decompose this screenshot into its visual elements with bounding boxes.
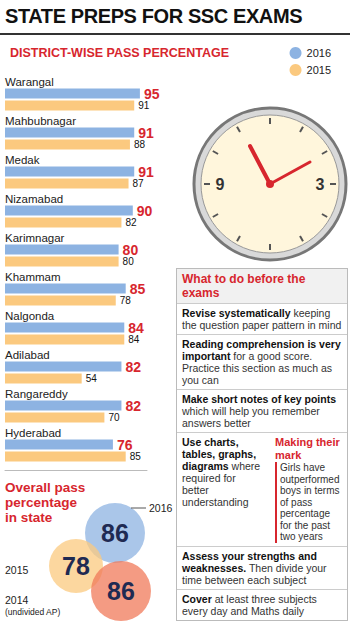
html-text:Revise systematically keeping: Revise systematically keeping the questi… xyxy=(182,307,342,331)
svg-text:88: 88 xyxy=(134,139,146,150)
svg-text:54: 54 xyxy=(86,373,98,384)
svg-text:85: 85 xyxy=(130,451,142,462)
svg-text:82: 82 xyxy=(125,359,141,375)
html-text:Make short notes of key points: Make short notes of key points xyxy=(182,393,336,405)
html-text:Reading comprehension is very: Reading comprehension is very important … xyxy=(182,338,341,386)
html-text:Cover at least three subjects: Cover at least three subjects every day … xyxy=(182,592,317,617)
svg-text:2015: 2015 xyxy=(307,64,331,76)
svg-text:Warangal: Warangal xyxy=(5,76,54,88)
svg-text:78: 78 xyxy=(62,552,90,580)
svg-text:Rangareddy: Rangareddy xyxy=(5,388,68,400)
svg-text:78: 78 xyxy=(120,295,132,306)
svg-text:80: 80 xyxy=(122,241,139,258)
svg-text:(undivided AP): (undivided AP) xyxy=(5,607,60,617)
svg-text:76: 76 xyxy=(116,436,133,453)
svg-text:Hyderabad: Hyderabad xyxy=(5,427,61,439)
html-text:Overall pass percentage in sta: Overall pass percentage in state xyxy=(5,480,86,525)
svg-text:2014: 2014 xyxy=(5,594,29,606)
svg-text:87: 87 xyxy=(133,178,145,189)
svg-text:Khammam: Khammam xyxy=(5,271,61,283)
svg-text:84: 84 xyxy=(128,319,144,336)
html-text:STATE PREPS FOR SSC EXAMS: STATE PREPS FOR SSC EXAMS xyxy=(5,5,303,27)
svg-text:80: 80 xyxy=(123,256,135,267)
svg-text:91: 91 xyxy=(138,100,150,111)
svg-text:86: 86 xyxy=(107,577,135,605)
svg-text:82: 82 xyxy=(125,398,141,414)
svg-text:90: 90 xyxy=(137,203,153,219)
svg-text:2016: 2016 xyxy=(307,47,331,59)
svg-text:3: 3 xyxy=(316,176,325,193)
html-text:which will help you remember a: which will help you remember answers bet… xyxy=(182,405,320,429)
svg-text:91: 91 xyxy=(138,163,154,180)
html-text:What to do before the exams: What to do before the exams xyxy=(182,272,306,300)
svg-text:Karimnagar: Karimnagar xyxy=(5,232,65,244)
html-text:Use charts, tables, graphs, di: Use charts, tables, graphs, diagrams whe… xyxy=(182,436,261,508)
svg-text:82: 82 xyxy=(125,217,137,228)
svg-text:Nalgonda: Nalgonda xyxy=(5,310,55,322)
svg-text:85: 85 xyxy=(130,281,146,297)
svg-text:84: 84 xyxy=(128,334,140,345)
html-text:Girls have outperformed boys i: Girls have outperformed boys in terms of… xyxy=(280,462,340,542)
html-text:Assess your strengths and weak: Assess your strengths and weaknesses. Th… xyxy=(182,549,327,586)
svg-text:DISTRICT-WISE PASS PERCENTAGE: DISTRICT-WISE PASS PERCENTAGE xyxy=(10,46,229,60)
svg-text:Medak: Medak xyxy=(5,154,40,166)
svg-text:91: 91 xyxy=(138,124,154,141)
svg-text:86: 86 xyxy=(101,519,129,547)
svg-text:70: 70 xyxy=(108,412,120,423)
html-text:Making their mark: Making their mark xyxy=(275,436,340,461)
svg-text:Nizamabad: Nizamabad xyxy=(5,193,63,205)
svg-text:Adilabad: Adilabad xyxy=(5,349,50,361)
svg-text:9: 9 xyxy=(216,176,225,193)
svg-text:95: 95 xyxy=(143,85,160,102)
svg-text:2016: 2016 xyxy=(149,502,173,514)
svg-text:2015: 2015 xyxy=(5,564,29,576)
svg-text:Mahbubnagar: Mahbubnagar xyxy=(5,115,76,127)
